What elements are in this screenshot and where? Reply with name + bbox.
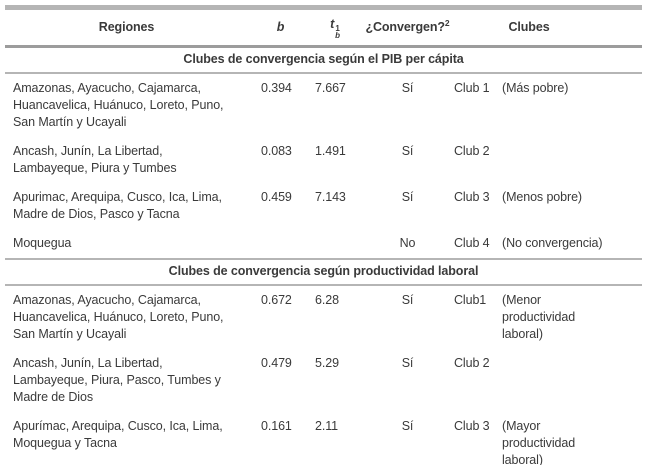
t-symbol: t: [330, 17, 335, 31]
cell-club: Club 3: [454, 190, 490, 204]
cell-t: [303, 229, 361, 259]
table-row: Moquegua No Club 4 (No convergencia): [5, 229, 642, 259]
cell-regiones: Apurímac, Arequipa, Cusco, Ica, Lima, Mo…: [13, 419, 223, 450]
cell-b: [248, 229, 303, 259]
cell-regiones: Moquegua: [13, 236, 72, 250]
table-row: Amazonas, Ayacucho, Cajamarca, Huancavel…: [5, 285, 642, 349]
cell-convergen: Sí: [401, 293, 414, 307]
cell-club: Club 2: [454, 144, 490, 158]
table-row: Apurimac, Arequipa, Cusco, Ica, Lima, Ma…: [5, 183, 642, 229]
cell-t: 1.491: [315, 144, 346, 158]
cell-note: (Más pobre): [502, 81, 569, 95]
table-row: Amazonas, Ayacucho, Cajamarca, Huancavel…: [5, 73, 642, 137]
cell-regiones: Amazonas, Ayacucho, Cajamarca, Huancavel…: [13, 81, 224, 129]
cell-club: Club 2: [454, 356, 490, 370]
cell-b: 0.161: [261, 419, 292, 433]
section-title-text: Clubes de convergencia según productivid…: [5, 258, 643, 286]
cell-convergen: No: [399, 236, 416, 250]
cell-regiones: Apurimac, Arequipa, Cusco, Ica, Lima, Ma…: [13, 190, 222, 221]
t-superscript: 1: [335, 24, 340, 33]
table-row: Ancash, Junín, La Libertad, Lambayeque, …: [5, 137, 642, 183]
cell-note: (No convergencia): [502, 236, 603, 250]
cell-note: [502, 137, 642, 183]
t-subscript: b: [335, 31, 340, 40]
cell-regiones: Ancash, Junín, La Libertad, Lambayeque, …: [13, 356, 221, 404]
col-header-b: b: [248, 7, 303, 48]
cell-club: Club1: [454, 293, 487, 307]
cell-b: 0.479: [261, 356, 292, 370]
cell-t: 6.28: [315, 293, 339, 307]
col-header-clubes: Clubes: [454, 7, 643, 48]
convergen-label: ¿Convergen?: [365, 20, 445, 34]
cell-convergen: Sí: [401, 81, 414, 95]
cell-note: (Menos pobre): [502, 190, 582, 204]
cell-note: (Mayor productividad laboral): [502, 419, 576, 465]
cell-t: 7.143: [315, 190, 346, 204]
section-title-text: Clubes de convergencia según el PIB per …: [5, 45, 643, 74]
cell-t: 5.29: [315, 356, 339, 370]
section-title-pib: Clubes de convergencia según el PIB per …: [5, 45, 643, 74]
table-row: Ancash, Junín, La Libertad, Lambayeque, …: [5, 349, 642, 412]
cell-b: 0.394: [261, 81, 292, 95]
convergen-footnote-mark: 2: [444, 18, 450, 28]
cell-convergen: Sí: [401, 356, 414, 370]
table-body: Clubes de convergencia según el PIB per …: [5, 45, 643, 465]
cell-regiones: Amazonas, Ayacucho, Cajamarca, Huancavel…: [13, 293, 224, 341]
cell-t: 7.667: [315, 81, 346, 95]
table-row: Apurímac, Arequipa, Cusco, Ica, Lima, Mo…: [5, 412, 642, 465]
cell-convergen: Sí: [401, 419, 414, 433]
cell-convergen: Sí: [401, 144, 414, 158]
cell-club: Club 3: [454, 419, 490, 433]
cell-b: 0.083: [261, 144, 292, 158]
cell-b: 0.459: [261, 190, 292, 204]
col-header-convergen: ¿Convergen?2: [361, 7, 454, 48]
cell-club: Club 1: [454, 81, 490, 95]
cell-t: 2.11: [315, 419, 339, 433]
cell-b: 0.672: [261, 293, 292, 307]
cell-note: (Menor productividad laboral): [502, 293, 576, 341]
cell-club: Club 4: [454, 236, 490, 250]
col-header-regiones: Regiones: [5, 7, 248, 48]
section-title-productividad: Clubes de convergencia según productivid…: [5, 258, 643, 286]
cell-convergen: Sí: [401, 190, 414, 204]
cell-note: [502, 349, 642, 412]
cell-regiones: Ancash, Junín, La Libertad, Lambayeque, …: [13, 144, 177, 175]
